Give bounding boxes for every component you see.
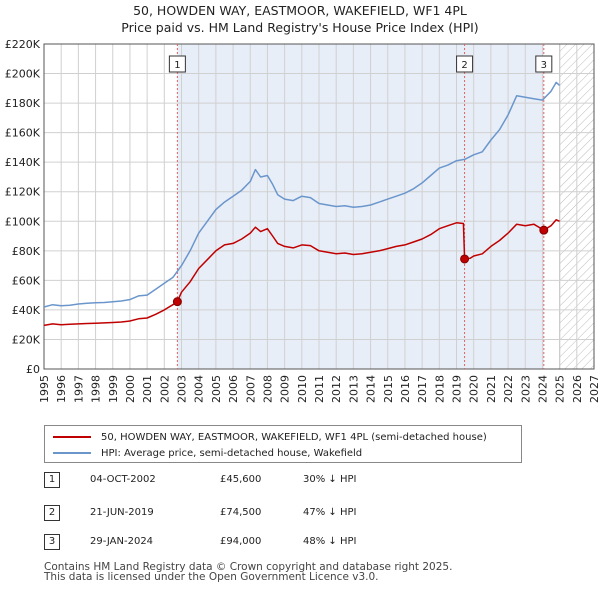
sale-number-badge: 2 <box>44 505 60 521</box>
y-tick-label: £60K <box>12 274 41 287</box>
y-tick-label: £20K <box>12 333 41 346</box>
footer-line2: This data is licensed under the Open Gov… <box>44 571 379 583</box>
x-tick-label: 2007 <box>244 375 257 403</box>
chart-title-line1: 50, HOWDEN WAY, EASTMOOR, WAKEFIELD, WF1… <box>133 3 467 18</box>
x-tick-label: 1999 <box>107 375 120 403</box>
sale-label-box <box>168 55 186 73</box>
y-tick-label: £160K <box>5 127 41 140</box>
x-tick-label: 2009 <box>279 375 292 403</box>
x-tick-label: 2027 <box>588 375 600 403</box>
price-chart: £0 £20K £40K £60K £80K £100K £120K £140K £160K £1… <box>5 38 600 403</box>
sale-hpi-diff: 30% ↓ HPI <box>303 474 357 485</box>
x-tick-label: 2014 <box>365 375 378 403</box>
y-tick-label: £100K <box>5 215 41 228</box>
x-tick-label: 1996 <box>55 375 68 403</box>
sale-hpi-diff: 47% ↓ HPI <box>303 507 357 518</box>
y-tick-label: £180K <box>5 97 41 110</box>
sales-row: 1 04-OCT-2002 £45,600 30% ↓ HPI <box>44 472 484 492</box>
sales-row: 3 29-JAN-2024 £94,000 48% ↓ HPI <box>44 534 484 554</box>
plot-frame <box>43 43 595 370</box>
x-tick-label: 2025 <box>554 375 567 403</box>
legend-item-price: 50, HOWDEN WAY, EASTMOOR, WAKEFIELD, WF1… <box>53 429 487 445</box>
sale-label-box <box>456 55 474 73</box>
x-tick-label: 2021 <box>485 375 498 403</box>
legend-swatch-price <box>53 436 91 438</box>
legend-item-hpi: HPI: Average price, semi-detached house,… <box>53 445 362 461</box>
x-tick-label: 2006 <box>227 375 240 403</box>
x-tick-label: 2023 <box>519 375 532 403</box>
series-line-hpi <box>43 81 561 308</box>
sale-label-number: 1 <box>174 60 180 71</box>
x-tick-label: 2010 <box>296 375 309 403</box>
y-tick-label: £220K <box>5 38 41 51</box>
x-tick-label: 2004 <box>193 375 206 403</box>
x-tick-label: 1997 <box>72 375 85 403</box>
y-tick-label: £0 <box>26 363 40 376</box>
x-tick-label: 2017 <box>416 375 429 403</box>
chart-legend: 50, HOWDEN WAY, EASTMOOR, WAKEFIELD, WF1… <box>44 425 522 463</box>
sale-hpi-diff: 48% ↓ HPI <box>303 536 357 547</box>
x-tick-label: 2008 <box>261 375 274 403</box>
y-tick-label: £40K <box>12 304 41 317</box>
legend-label-hpi: HPI: Average price, semi-detached house,… <box>101 447 363 459</box>
chart-title-line2: Price paid vs. HM Land Registry's House … <box>121 20 479 35</box>
y-tick-label: £120K <box>5 186 41 199</box>
series-line-price <box>43 219 560 327</box>
y-tick-label: £200K <box>5 68 41 81</box>
sale-date: 29-JAN-2024 <box>90 536 154 547</box>
sale-point <box>539 225 549 235</box>
x-tick-label: 2026 <box>571 375 584 403</box>
x-tick-label: 2012 <box>330 375 343 403</box>
sale-label-number: 2 <box>461 60 467 71</box>
x-tick-label: 2022 <box>502 375 515 403</box>
footer-line1: Contains HM Land Registry data © Crown c… <box>44 561 453 573</box>
sale-point <box>460 254 470 264</box>
x-tick-label: 2011 <box>313 375 326 403</box>
sale-point <box>172 297 182 307</box>
x-tick-label: 2013 <box>347 375 360 403</box>
x-tick-label: 2019 <box>451 375 464 403</box>
sale-price: £45,600 <box>220 474 262 485</box>
sale-date: 04-OCT-2002 <box>90 474 156 485</box>
x-tick-label: 2024 <box>536 375 549 403</box>
x-tick-label: 1998 <box>90 375 103 403</box>
x-tick-label: 2018 <box>433 375 446 403</box>
x-tick-label: 2001 <box>141 375 154 403</box>
y-tick-label: £140K <box>5 156 41 169</box>
x-tick-label: 1995 <box>38 375 51 403</box>
y-tick-label: £80K <box>12 245 41 258</box>
x-tick-label: 2015 <box>382 375 395 403</box>
x-tick-label: 2005 <box>210 375 223 403</box>
sale-number-badge: 1 <box>44 472 60 488</box>
legend-swatch-hpi <box>53 452 91 454</box>
x-tick-label: 2003 <box>176 375 189 403</box>
x-tick-label: 2020 <box>468 375 481 403</box>
sale-label-box <box>535 55 553 73</box>
x-tick-label: 2002 <box>158 375 171 403</box>
sale-number-badge: 3 <box>44 534 60 550</box>
footer-attribution: Contains HM Land Registry data © Crown c… <box>44 561 453 583</box>
sale-price: £94,000 <box>220 536 262 547</box>
x-tick-label: 2016 <box>399 375 412 403</box>
sales-row: 2 21-JUN-2019 £74,500 47% ↓ HPI <box>44 505 484 525</box>
sale-label-number: 3 <box>541 60 547 71</box>
chart-title: 50, HOWDEN WAY, EASTMOOR, WAKEFIELD, WF1… <box>0 2 600 36</box>
sale-price: £74,500 <box>220 507 262 518</box>
x-tick-label: 2000 <box>124 375 137 403</box>
legend-label-price: 50, HOWDEN WAY, EASTMOOR, WAKEFIELD, WF1… <box>101 431 487 443</box>
sale-date: 21-JUN-2019 <box>90 507 154 518</box>
